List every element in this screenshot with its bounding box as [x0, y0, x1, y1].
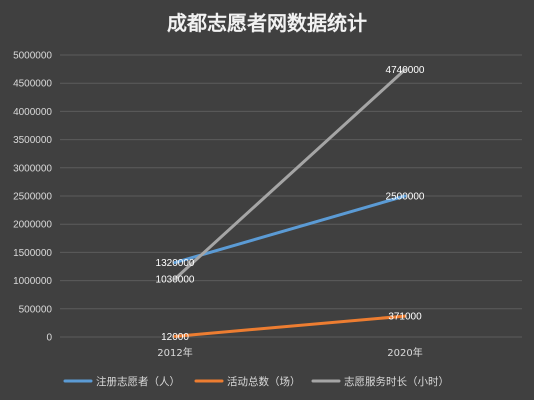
- x-tick-label: 2012年: [157, 346, 192, 359]
- y-tick-label: 4500000: [13, 79, 52, 90]
- series-line-2: [173, 68, 407, 281]
- legend-label-2: 志愿服务时长（小时）: [344, 375, 449, 388]
- y-tick-label: 0: [46, 333, 52, 344]
- chart-title: 成都志愿者网数据统计: [167, 11, 367, 35]
- x-tick-label: 2020年: [387, 346, 422, 359]
- series-line-1: [173, 314, 407, 338]
- data-label: 1030000: [156, 274, 195, 285]
- data-label: 12000: [161, 332, 189, 343]
- y-tick-label: 3500000: [13, 135, 52, 146]
- data-label: 4740000: [386, 65, 425, 76]
- y-tick-label: 1500000: [13, 248, 52, 259]
- data-label: 2500000: [386, 192, 425, 203]
- data-label: 1320000: [156, 258, 195, 269]
- gridlines: [60, 54, 522, 338]
- legend: 注册志愿者（人） 活动总数（场） 志愿服务时长（小时）: [63, 375, 449, 388]
- y-tick-label: 500000: [19, 304, 53, 315]
- y-tick-label: 4000000: [13, 107, 52, 118]
- series-lines: [173, 68, 407, 338]
- y-axis-ticks: 0 500000 1000000 1500000 2000000 2500000 30000…: [13, 51, 52, 344]
- series-line-0: [173, 194, 407, 265]
- x-axis-ticks: 2012年 2020年: [157, 346, 422, 359]
- y-tick-label: 2000000: [13, 220, 52, 231]
- y-tick-label: 5000000: [13, 51, 52, 62]
- y-tick-label: 2500000: [13, 192, 52, 203]
- y-tick-label: 1000000: [13, 276, 52, 287]
- data-label: 371000: [388, 312, 422, 323]
- legend-label-0: 注册志愿者（人）: [96, 375, 180, 388]
- y-tick-label: 3000000: [13, 163, 52, 174]
- legend-label-1: 活动总数（场）: [227, 375, 301, 388]
- data-labels: 1320000 2500000 12000 371000 1030000 4740000: [156, 65, 425, 343]
